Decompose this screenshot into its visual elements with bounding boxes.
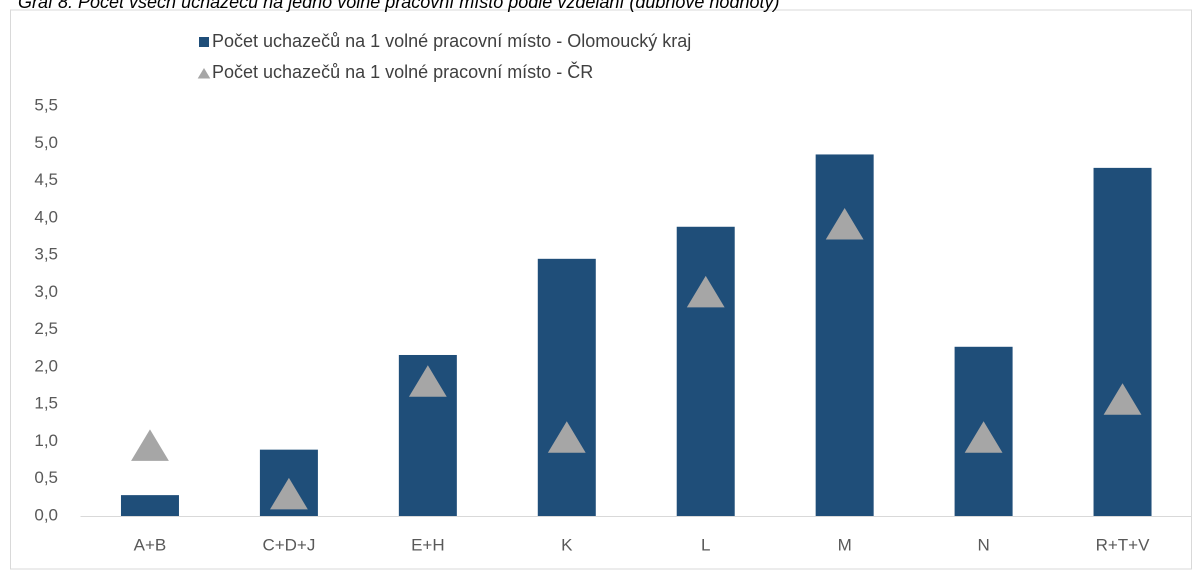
triangle-marker [270,477,308,510]
legend-label: Počet uchazečů na 1 volné pracovní místo… [212,61,593,82]
y-tick-label: 5,5 [34,95,58,114]
y-tick-label: 2,5 [34,319,58,338]
chart-title: Graf 8: Počet všech uchazečů na jedno vo… [18,0,779,12]
y-tick-label: 4,5 [34,170,58,189]
legend-swatch [199,37,209,47]
triangle-marker [547,421,586,453]
x-tick-label: N [977,535,989,554]
y-tick-label: 1,5 [34,394,58,413]
bar [1093,167,1152,516]
triangle-marker [408,365,447,397]
x-tick-label: K [561,535,573,554]
y-tick-label: 4,0 [34,207,58,226]
x-tick-label: A+B [134,535,167,554]
bar [676,226,735,516]
x-tick-label: C+D+J [262,535,315,554]
x-tick-label: R+T+V [1096,535,1151,554]
x-tick-label: E+H [411,535,445,554]
bar [537,258,596,516]
x-tick-label: M [838,535,852,554]
y-tick-label: 1,0 [34,431,58,450]
legend-label: Počet uchazečů na 1 volné pracovní místo… [212,31,691,51]
triangle-marker [964,421,1003,453]
y-tick-label: 5,0 [34,133,58,152]
chart-frame [10,9,1192,570]
y-tick-label: 0,5 [34,468,58,487]
bar [120,495,179,516]
y-tick-label: 3,5 [34,245,58,264]
triangle-marker [825,208,864,240]
y-tick-label: 3,0 [34,282,58,301]
x-tick-label: L [701,535,710,554]
y-tick-label: 2,0 [34,356,58,375]
y-tick-label: 0,0 [34,505,58,524]
triangle-marker [131,429,169,461]
triangle-marker [1103,383,1142,415]
legend-swatch [197,68,211,79]
triangle-marker [686,275,725,308]
